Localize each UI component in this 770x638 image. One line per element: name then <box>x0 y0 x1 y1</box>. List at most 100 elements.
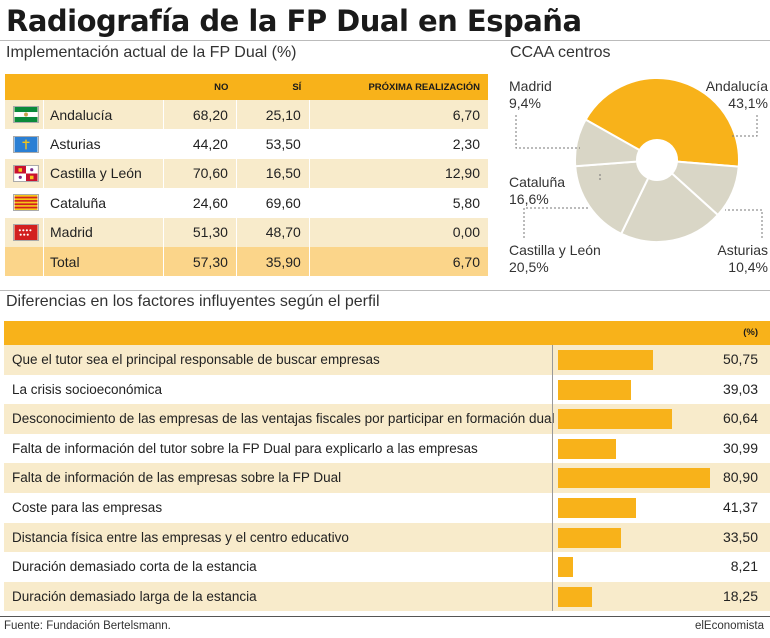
factor-label: Coste para las empresas <box>12 500 163 515</box>
region-name: Madrid <box>43 217 164 247</box>
factor-value: 41,37 <box>722 499 758 515</box>
value-proxima: 0,00 <box>308 217 488 247</box>
factor-row: La crisis socioeconómica 39,03 <box>4 374 770 405</box>
pie-chart <box>515 77 763 243</box>
cataluna-flag-icon <box>13 194 39 212</box>
table-row: Castilla y León 70,60 16,50 12,90 <box>4 158 488 189</box>
factor-value: 50,75 <box>722 351 758 367</box>
factor-row: Falta de información de las empresas sob… <box>4 463 770 493</box>
factors-header: (%) <box>4 321 770 345</box>
andalucia-flag-icon <box>13 106 39 124</box>
andalucia-flag-cell <box>4 100 44 130</box>
pie-label-name: Andalucía <box>705 78 768 94</box>
pie-label-value: 43,1% <box>728 95 768 111</box>
factor-row: Distancia física entre las empresas y el… <box>4 522 770 553</box>
factor-row: Duración demasiado corta de la estancia 8… <box>4 552 770 582</box>
source-note: Fuente: Fundación Bertelsmann. <box>4 620 171 632</box>
factor-label: Duración demasiado corta de la estancia <box>12 559 257 575</box>
pie-label: Andalucía 43,1% <box>700 78 768 112</box>
value-no: 57,30 <box>163 246 237 277</box>
header-no: NO <box>163 74 237 100</box>
factor-label: Falta de información de las empresas sob… <box>12 470 342 486</box>
factor-bar <box>558 379 632 400</box>
factor-bar <box>558 409 672 430</box>
value-proxima: 5,80 <box>308 188 488 218</box>
value-proxima: 6,70 <box>308 246 488 277</box>
pie-label-value: 16,6% <box>509 191 549 207</box>
factor-bar <box>558 468 710 489</box>
value-si: 48,70 <box>235 217 310 247</box>
factor-value: 8,21 <box>730 558 758 575</box>
header-flag-col <box>4 74 44 100</box>
factor-value: 33,50 <box>722 528 758 545</box>
factor-value: 18,25 <box>722 587 758 604</box>
factor-value: 60,64 <box>722 410 758 427</box>
header-si: SÍ <box>236 74 310 100</box>
pie-leader-line <box>523 207 590 238</box>
value-no: 24,60 <box>163 188 237 218</box>
factor-value: 80,90 <box>722 469 758 486</box>
pie-slice <box>619 171 720 243</box>
factor-row: Que el tutor sea el principal responsabl… <box>4 345 770 375</box>
factor-label: Duración demasiado larga de la estancia <box>12 588 257 604</box>
factor-value: 39,03 <box>722 380 758 397</box>
region-name: Andalucía <box>43 100 164 130</box>
value-proxima: 12,90 <box>308 158 488 189</box>
pie-label: Madrid 9,4% <box>509 78 552 112</box>
factor-bar <box>558 350 654 370</box>
region-name: Asturias <box>43 129 164 159</box>
castilla-leon-flag-icon <box>13 164 39 182</box>
table-total-row: Total 57,30 35,90 6,70 <box>4 246 488 277</box>
table-row: Andalucía 68,20 25,10 6,70 <box>4 100 488 130</box>
factor-row: Desconocimiento de las empresas de las v… <box>4 404 770 434</box>
bottom-rule <box>0 616 770 617</box>
factor-row: Coste para las empresas 41,37 <box>4 493 770 523</box>
table-row: Madrid 51,30 48,70 0,00 <box>4 217 488 247</box>
pie-label-name: Castilla y León <box>509 242 601 258</box>
table-subtitle: Implementación actual de la FP Dual (%) <box>6 44 297 61</box>
value-no: 68,20 <box>163 100 237 130</box>
factor-bar <box>558 527 621 548</box>
pie-leader-line <box>725 209 763 238</box>
pie-label-name: Cataluña <box>509 174 566 190</box>
factor-bar <box>558 586 593 607</box>
table-row: Asturias 44,20 53,50 2,30 <box>4 129 488 159</box>
value-si: 25,10 <box>235 100 310 130</box>
asturias-flag-icon <box>13 135 39 153</box>
factor-divider <box>552 522 553 553</box>
header-name-col <box>43 74 164 100</box>
pie-slice <box>574 160 650 236</box>
factor-label: Distancia física entre las empresas y el… <box>12 529 349 545</box>
table-row: Cataluña 24,60 69,60 5,80 <box>4 188 488 218</box>
brand-name: elEconomista <box>694 620 764 632</box>
factors-title: Diferencias en los factores influyentes … <box>6 293 380 310</box>
value-proxima: 2,30 <box>308 129 488 159</box>
pie-label-value: 10,4% <box>728 259 768 275</box>
factor-divider <box>552 345 553 375</box>
pie-slice <box>584 77 740 168</box>
factor-row: Duración demasiado larga de la estancia 1… <box>4 581 770 612</box>
value-proxima: 6,70 <box>308 100 488 130</box>
infographic-title: Radiografía de la FP Dual en España <box>6 4 582 38</box>
pie-label-name: Asturias <box>717 242 768 258</box>
factor-divider <box>552 433 553 464</box>
factor-label: Desconocimiento de las empresas de las v… <box>12 411 555 427</box>
pie-label: Cataluña 16,6% <box>509 174 565 208</box>
pie-label: Castilla y León 20,5% <box>509 242 601 276</box>
implementation-table: NO SÍ PRÓXIMA REALIZACIÓN Andalucía 68,20… <box>4 74 488 277</box>
pie-label-value: 9,4% <box>509 95 541 111</box>
value-si: 53,50 <box>235 129 310 159</box>
middle-rule <box>0 290 770 291</box>
madrid-flag-cell <box>4 217 44 247</box>
cataluna-flag-cell <box>4 188 44 218</box>
madrid-flag-icon <box>13 223 39 241</box>
region-name: Cataluña <box>43 188 164 218</box>
value-no: 44,20 <box>163 129 237 159</box>
pie-slice <box>574 118 641 168</box>
pie-label-name: Madrid <box>509 78 552 94</box>
value-no: 70,60 <box>163 158 237 189</box>
factor-label: Que el tutor sea el principal responsabl… <box>12 352 380 367</box>
region-name: Castilla y León <box>43 158 164 189</box>
header-proxima: PRÓXIMA REALIZACIÓN <box>309 74 488 100</box>
factor-divider <box>552 463 553 493</box>
